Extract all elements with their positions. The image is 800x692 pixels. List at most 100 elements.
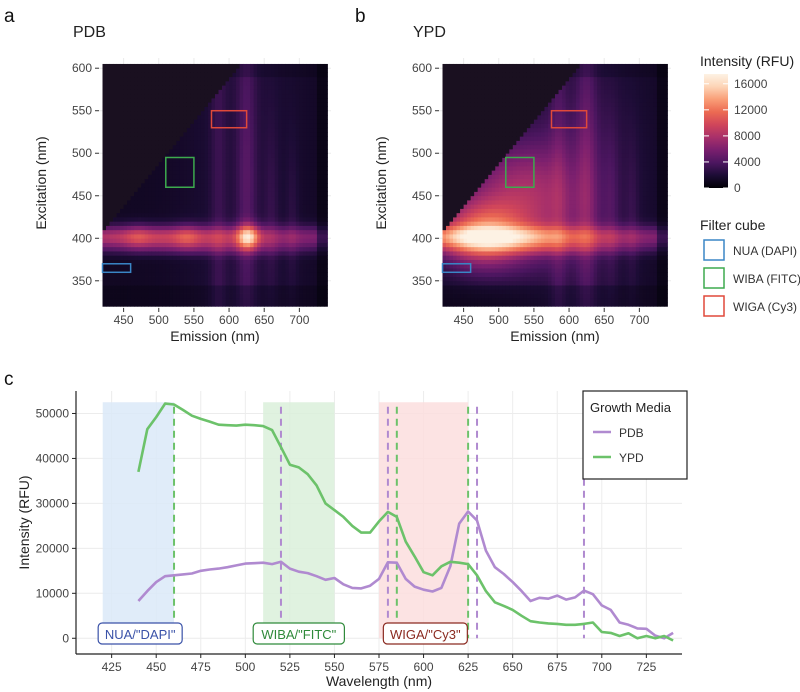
heatmap-cell	[120, 297, 125, 303]
heatmap-cell	[323, 187, 328, 192]
heatmap-cell	[488, 221, 493, 226]
heatmap-cell	[134, 217, 139, 222]
heatmap-cell	[197, 302, 202, 307]
heatmap-cell	[123, 289, 128, 294]
heatmap-cell	[120, 229, 125, 235]
heatmap-cell	[215, 174, 219, 180]
heatmap-cell	[172, 255, 177, 260]
heatmap-cell	[316, 187, 321, 192]
heatmap-cell	[253, 208, 258, 214]
heatmap-cell	[204, 212, 209, 218]
heatmap-cell	[116, 234, 121, 239]
heatmap-cell	[144, 127, 149, 133]
heatmap-cell	[207, 76, 212, 82]
heatmap-cell	[106, 259, 110, 265]
heatmap-cell	[467, 123, 472, 129]
heatmap-cell	[456, 242, 461, 248]
heatmap-cell	[165, 208, 170, 214]
heatmap-cell	[498, 289, 503, 294]
heatmap-cell	[207, 280, 212, 286]
heatmap-cell	[274, 246, 279, 252]
heatmap-cell	[470, 93, 475, 99]
heatmap-cell	[460, 110, 465, 116]
heatmap-cell	[449, 85, 454, 90]
heatmap-cell	[141, 204, 146, 209]
heatmap-cell	[197, 195, 202, 201]
heatmap-cell	[488, 191, 493, 197]
heatmap-cell	[144, 242, 149, 248]
heatmap-cell	[477, 89, 482, 95]
heatmap-cell	[137, 89, 142, 95]
heatmap-cell	[320, 76, 325, 82]
heatmap-cell	[264, 89, 269, 95]
heatmap-cell	[453, 106, 457, 112]
heatmap-cell	[453, 238, 457, 243]
heatmap-cell	[449, 140, 454, 146]
heatmap-cell	[207, 259, 212, 265]
heatmap-cell	[467, 68, 472, 73]
heatmap-cell	[505, 131, 510, 137]
heatmap-cell	[211, 297, 216, 303]
heatmap-cell	[495, 238, 500, 243]
heatmap-cell	[148, 140, 153, 146]
heatmap-cell	[151, 106, 156, 112]
heatmap-cell	[302, 217, 307, 222]
heatmap-cell	[229, 110, 233, 116]
heatmap-cell	[113, 148, 117, 154]
heatmap-cell	[183, 225, 188, 231]
heatmap-cell	[495, 276, 500, 282]
heatmap-cell	[453, 259, 457, 265]
heatmap-cell	[134, 165, 139, 171]
heatmap-cell	[313, 76, 318, 82]
heatmap-cell	[106, 187, 110, 192]
heatmap-cell	[169, 93, 174, 99]
heatmap-cell	[165, 131, 170, 137]
heatmap-cell	[498, 136, 503, 141]
heatmap-cell	[313, 217, 318, 222]
heatmap-cell	[102, 238, 107, 243]
heatmap-cell	[158, 136, 163, 141]
heatmap-cell	[169, 127, 174, 133]
heatmap-cell	[292, 161, 297, 167]
heatmap-cell	[477, 119, 482, 124]
heatmap-cell	[509, 93, 514, 99]
heatmap-cell	[274, 161, 279, 167]
heatmap-cell	[158, 268, 163, 273]
heatmap-cell	[200, 208, 205, 214]
heatmap-cell	[295, 80, 300, 86]
heatmap-cell	[453, 114, 457, 120]
heatmap-cell	[260, 225, 265, 231]
heatmap-cell	[193, 234, 198, 239]
heatmap-cell	[288, 85, 293, 90]
heatmap-cell	[225, 183, 230, 188]
heatmap-cell	[211, 195, 216, 201]
heatmap-cell	[141, 280, 146, 286]
heatmap-cell	[271, 123, 276, 129]
heatmap-cell	[158, 85, 163, 90]
heatmap-cell	[193, 280, 198, 286]
heatmap-cell	[495, 191, 500, 197]
heatmap-cell	[109, 127, 114, 133]
heatmap-cell	[281, 123, 286, 129]
heatmap-cell	[236, 144, 241, 150]
heatmap-cell	[498, 187, 503, 192]
heatmap-cell	[460, 76, 465, 82]
heatmap-cell	[446, 178, 450, 184]
heatmap-cell	[285, 178, 290, 184]
heatmap-cell	[109, 272, 114, 277]
heatmap-cell	[144, 272, 149, 277]
heatmap-cell	[309, 170, 314, 175]
heatmap-cell	[463, 136, 468, 141]
heatmap-cell	[453, 293, 457, 299]
heatmap-cell	[323, 148, 328, 154]
heatmap-cell	[250, 200, 255, 205]
heatmap-cell	[229, 148, 233, 154]
heatmap-cell	[453, 242, 457, 248]
heatmap-cell	[155, 153, 160, 158]
heatmap-cell	[512, 114, 517, 120]
heatmap-cell	[193, 195, 198, 201]
heatmap-cell	[106, 170, 110, 175]
heatmap-cell	[278, 251, 283, 256]
heatmap-cell	[176, 204, 181, 209]
heatmap-cell	[288, 119, 293, 124]
